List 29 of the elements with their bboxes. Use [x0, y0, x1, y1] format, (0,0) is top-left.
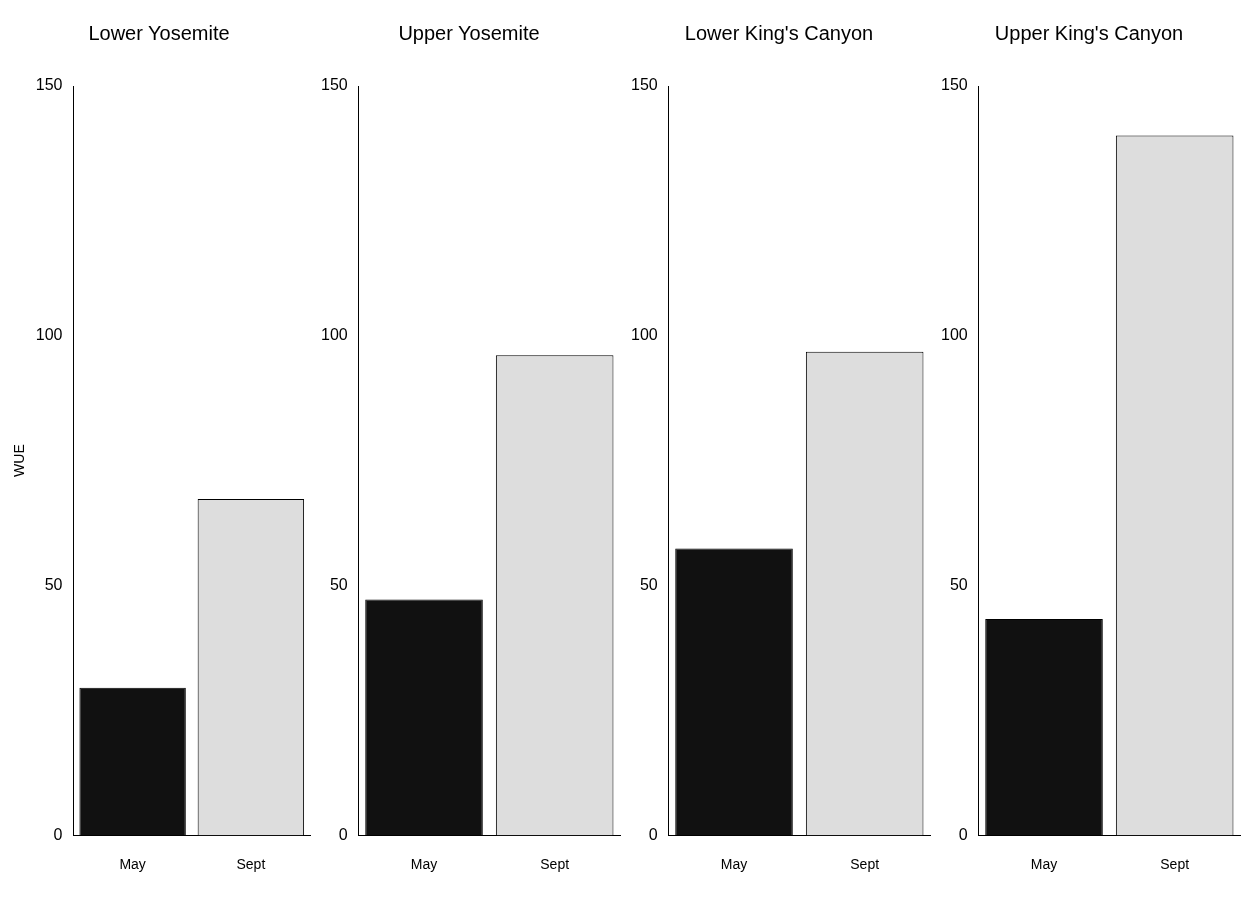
chart-title: Upper Yosemite [398, 21, 540, 44]
y-tick-label: 50 [949, 575, 968, 593]
y-axis-title: WUE [11, 444, 28, 477]
y-tick-label: 100 [940, 326, 968, 344]
y-tick-label: 150 [35, 76, 63, 94]
x-tick-label: May [720, 856, 748, 873]
y-tick-label: 0 [53, 825, 63, 843]
y-tick-label: 50 [44, 575, 63, 593]
x-tick-label: Sept [1160, 856, 1190, 873]
y-tick-label: 0 [648, 825, 658, 843]
y-tick-label: 0 [958, 825, 968, 843]
y-tick-label: 100 [35, 326, 63, 344]
chart-title: Lower King's Canyon [684, 21, 874, 44]
x-tick-label: May [410, 856, 438, 873]
y-tick-label: 150 [320, 76, 348, 94]
x-tick-label: Sept [236, 856, 266, 873]
x-tick-label: Sept [850, 856, 880, 873]
x-tick-label: Sept [540, 856, 570, 873]
y-tick-label: 100 [630, 326, 658, 344]
x-tick-label: May [1030, 856, 1058, 873]
y-tick-label: 0 [338, 825, 348, 843]
y-tick-label: 50 [639, 575, 658, 593]
y-tick-label: 100 [320, 326, 348, 344]
y-tick-label: 150 [940, 76, 968, 94]
x-tick-label: May [119, 856, 146, 873]
y-tick-label: 50 [329, 575, 348, 593]
chart-title: Lower Yosemite [88, 21, 230, 44]
y-tick-label: 150 [630, 76, 658, 94]
chart-title: Upper King's Canyon [994, 21, 1184, 44]
